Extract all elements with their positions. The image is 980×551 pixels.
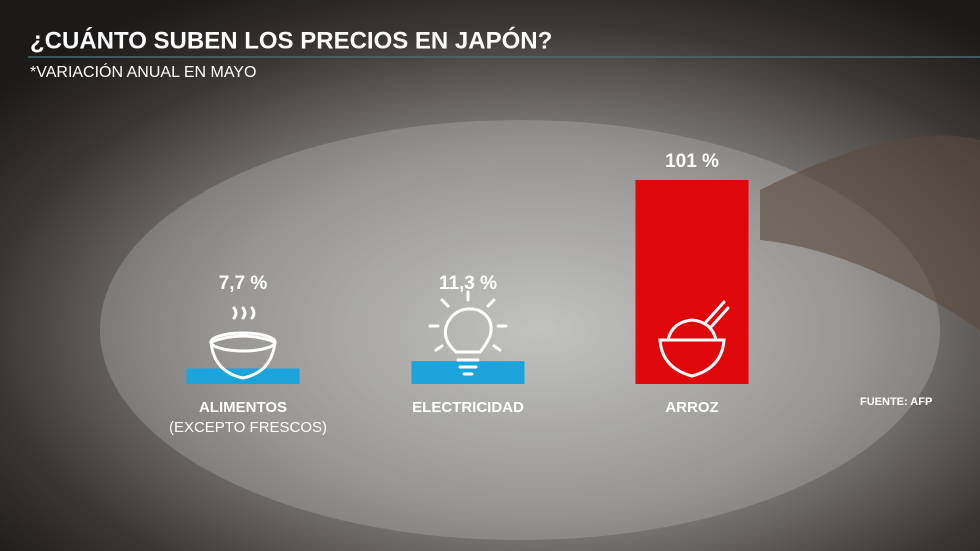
value-label: 101 % (665, 151, 719, 172)
category-label: ELECTRICIDAD (412, 399, 524, 416)
value-label: 7,7 % (219, 273, 268, 294)
category-sublabel: (EXCEPTO FRESCOS) (169, 419, 327, 436)
spoon (760, 135, 980, 330)
icon-bowl (209, 306, 277, 380)
bar (186, 368, 300, 384)
source: FUENTE: AFP (860, 396, 932, 408)
icon-rice-bowl (658, 300, 730, 378)
title: ¿CUÁNTO SUBEN LOS PRECIOS EN JAPÓN? (30, 26, 552, 54)
category-label: ALIMENTOS (199, 399, 287, 416)
bar (635, 179, 749, 384)
subtitle: *VARIACIÓN ANUAL EN MAYO (30, 62, 256, 81)
value-label: 11,3 % (439, 273, 497, 294)
icon-bulb (428, 290, 508, 376)
category-label: ARROZ (665, 399, 718, 416)
